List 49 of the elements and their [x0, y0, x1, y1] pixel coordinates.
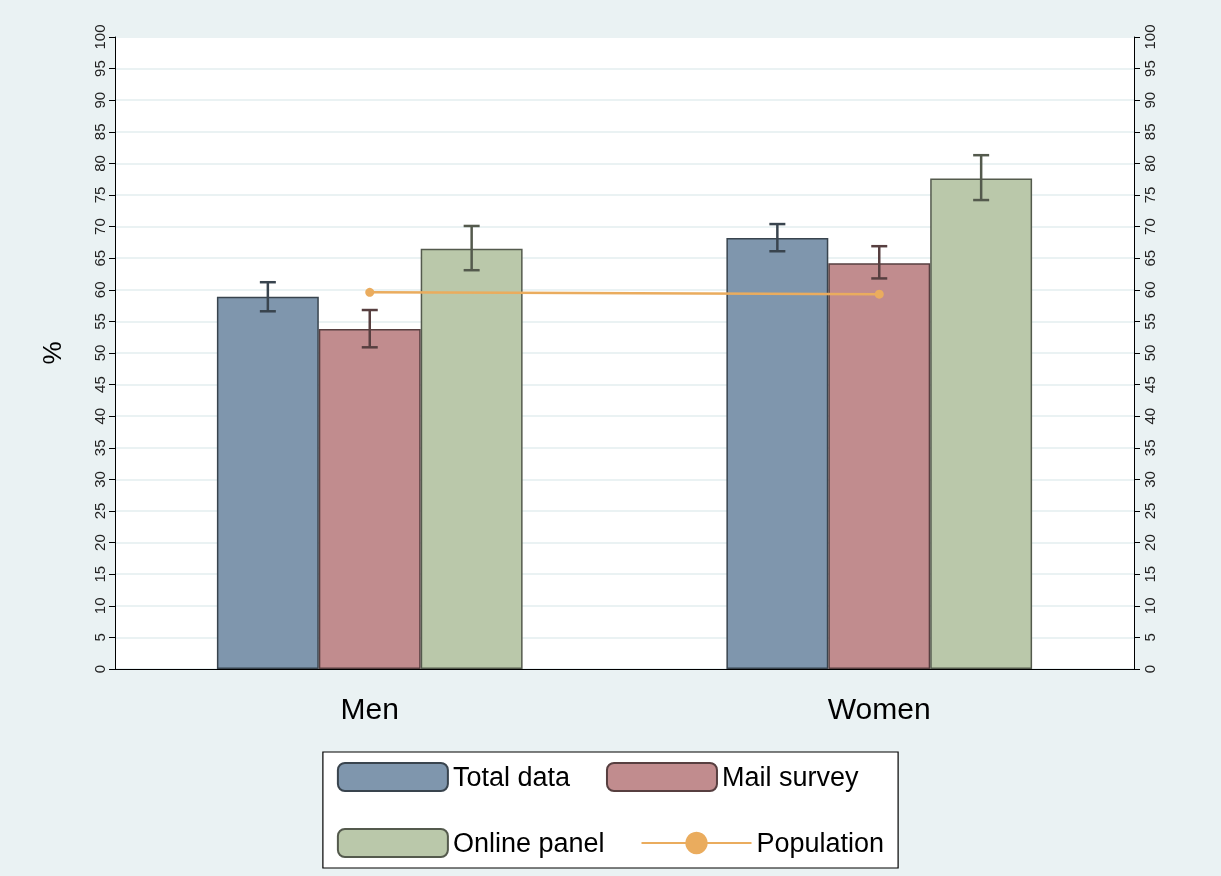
y2-tick-label: 65: [1141, 249, 1158, 267]
legend-label: Mail survey: [721, 762, 860, 792]
legend-label: Total data: [452, 762, 571, 792]
y-tick-label: 25: [91, 502, 108, 520]
y-tick-label: 10: [91, 597, 108, 615]
y-tick-label: 100: [91, 24, 108, 50]
x-tick-label: Women: [827, 691, 931, 725]
y-axis-title: %: [37, 341, 67, 365]
y2-tick-label: 70: [1141, 218, 1158, 235]
y-tick-label: 65: [91, 249, 108, 267]
y-tick-label: 0: [91, 664, 108, 674]
y2-tick-label: 45: [1141, 376, 1158, 393]
legend-label: Population: [756, 828, 885, 858]
y-tick-label: 40: [91, 407, 108, 425]
y2-tick-label: 40: [1141, 407, 1158, 425]
y-tick-label: 30: [91, 471, 108, 488]
y2-tick-label: 50: [1141, 344, 1158, 362]
x-tick-label: Men: [340, 691, 399, 725]
y2-tick-label: 0: [1141, 664, 1158, 674]
y-tick-label: 35: [91, 439, 108, 457]
y2-tick-label: 20: [1141, 534, 1158, 551]
y-tick-label: 50: [91, 344, 108, 362]
y-tick-label: 15: [91, 565, 108, 583]
y-tick-label: 20: [91, 534, 108, 551]
y2-tick-label: 80: [1141, 155, 1158, 172]
y2-tick-label: 10: [1141, 597, 1158, 615]
y-tick-label: 80: [91, 155, 108, 172]
y-tick-label: 85: [91, 123, 108, 141]
y2-tick-label: 5: [1141, 633, 1158, 642]
y2-tick-label: 30: [1141, 471, 1158, 488]
y-tick-label: 90: [91, 91, 108, 109]
y-tick-label: 60: [91, 281, 108, 299]
y-tick-label: 45: [91, 376, 108, 393]
y-tick-label: 95: [91, 60, 108, 77]
y-tick-label: 70: [91, 218, 108, 235]
y-tick-label: 55: [91, 313, 108, 330]
y-tick-label: 75: [91, 186, 108, 204]
y2-tick-label: 35: [1141, 439, 1158, 457]
y2-tick-label: 55: [1141, 313, 1158, 330]
y2-tick-label: 95: [1141, 60, 1158, 77]
y2-tick-label: 75: [1141, 186, 1158, 204]
y2-tick-label: 90: [1141, 91, 1158, 109]
y2-tick-label: 15: [1141, 565, 1158, 583]
y2-tick-label: 60: [1141, 281, 1158, 299]
y-tick-label: 5: [91, 633, 108, 642]
y2-tick-label: 85: [1141, 123, 1158, 141]
y2-tick-label: 100: [1141, 24, 1158, 50]
y2-tick-label: 25: [1141, 502, 1158, 520]
legend-label: Online panel: [452, 828, 605, 858]
